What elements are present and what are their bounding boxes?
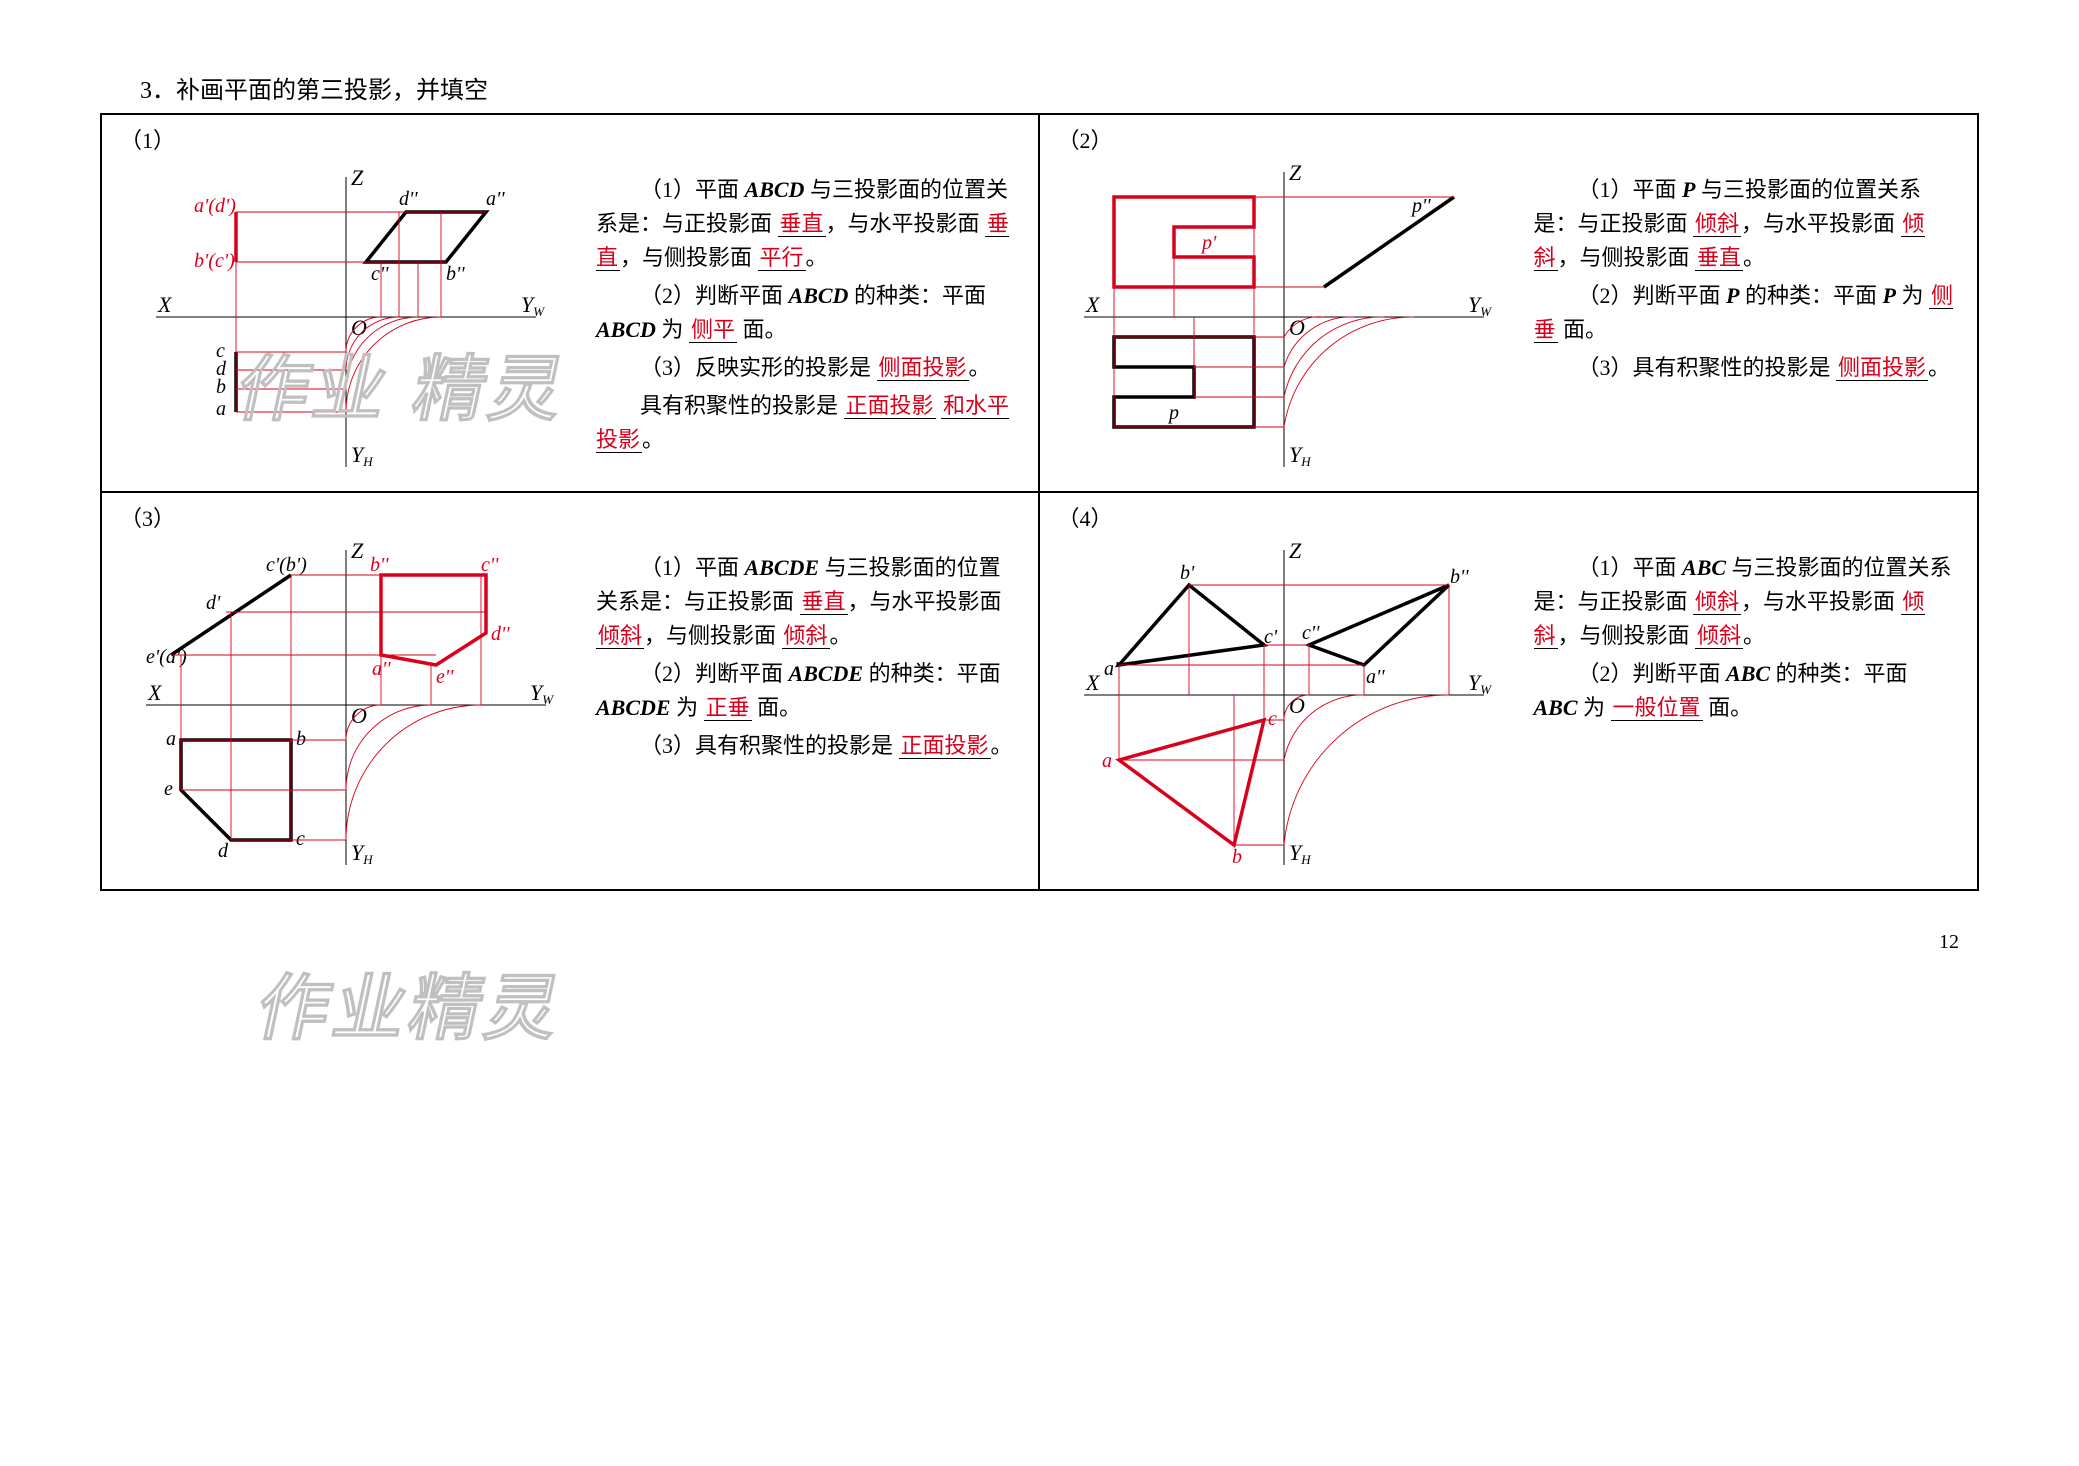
cell-2-text: （1）平面 P 与三投影面的位置关系是：与正投影面 倾斜，与水平投影面 倾斜，与… [1514, 123, 1968, 477]
svg-text:e: e [164, 778, 173, 800]
cell-1: （1） X O YW YH Z a'(d') b'(c') d'' [102, 115, 1040, 493]
svg-text:X: X [157, 292, 173, 317]
svg-text:d'': d'' [491, 623, 510, 645]
svg-text:YW: YW [1468, 670, 1492, 697]
cell-4-text: （1）平面 ABC 与三投影面的位置关系是：与正投影面 倾斜，与水平投影面 倾斜… [1514, 501, 1968, 875]
svg-text:c'': c'' [481, 554, 499, 576]
svg-text:Z: Z [351, 538, 364, 563]
svg-text:b'': b'' [1450, 566, 1469, 588]
svg-text:YH: YH [351, 840, 373, 867]
svg-text:O: O [1289, 693, 1305, 718]
blank: 平行 [758, 245, 806, 271]
svg-text:b: b [1232, 846, 1242, 868]
diagram-1: X O YW YH Z a'(d') b'(c') d'' a'' c'' b'… [116, 157, 576, 477]
blank: 倾斜 [1693, 211, 1741, 237]
cell-1-num: （1） [120, 123, 576, 155]
svg-text:p'': p'' [1410, 195, 1431, 217]
svg-text:b: b [296, 728, 306, 750]
blank: 正面投影 [844, 393, 936, 419]
svg-text:a'': a'' [1366, 666, 1385, 688]
svg-text:d'': d'' [399, 188, 418, 210]
blank: 倾斜 [782, 623, 830, 649]
cell-1-text: （1）平面 ABCD 与三投影面的位置关系是：与正投影面 垂直，与水平投影面 垂… [576, 123, 1028, 477]
svg-text:p': p' [1200, 232, 1217, 254]
svg-text:b'(c'): b'(c') [194, 250, 235, 272]
cell-4-num: （4） [1058, 501, 1514, 533]
blank: 侧平 [689, 317, 737, 343]
cell-3: （3） X O YW YH Z c'(b') d' e'(a') b' [102, 493, 1040, 889]
svg-text:YH: YH [1289, 442, 1311, 469]
svg-text:a'': a'' [486, 188, 505, 210]
svg-text:b': b' [1180, 562, 1195, 584]
cell-3-num: （3） [120, 501, 576, 533]
svg-text:X: X [1085, 670, 1101, 695]
svg-text:YW: YW [530, 680, 554, 707]
svg-text:Z: Z [351, 165, 364, 190]
svg-text:b'': b'' [446, 263, 465, 285]
diagram-3: X O YW YH Z c'(b') d' e'(a') b'' c'' d''… [116, 535, 576, 875]
cell-3-text: （1）平面 ABCDE 与三投影面的位置关系是：与正投影面 垂直，与水平投影面 … [576, 501, 1028, 875]
blank: 正垂 [704, 695, 752, 721]
blank: 侧面投影 [1836, 355, 1928, 381]
blank: 正面投影 [899, 733, 991, 759]
cell-4: （4） X O YW YH Z a' b' c' a'' [1040, 493, 1978, 889]
blank: 垂直 [778, 211, 826, 237]
svg-text:X: X [147, 680, 163, 705]
watermark: 作业精灵 [249, 949, 575, 1054]
page-number: 12 [100, 891, 1979, 954]
svg-text:a: a [1102, 750, 1112, 772]
svg-text:YW: YW [1468, 292, 1492, 319]
diagram-2: X O YW YH Z p' p'' p [1054, 157, 1514, 477]
svg-text:e'': e'' [436, 666, 454, 688]
svg-text:p: p [1167, 402, 1179, 424]
blank: 垂直 [1695, 245, 1743, 271]
section-heading: 3．补画平面的第三投影，并填空 [140, 70, 1979, 105]
svg-text:O: O [351, 703, 367, 728]
svg-text:a': a' [1104, 658, 1119, 680]
svg-text:d: d [218, 840, 229, 862]
svg-text:a'': a'' [372, 658, 391, 680]
blank: 垂直 [800, 589, 848, 615]
svg-text:c'': c'' [1302, 622, 1320, 644]
svg-text:O: O [351, 315, 367, 340]
svg-text:a'(d'): a'(d') [194, 195, 236, 217]
svg-text:X: X [1085, 292, 1101, 317]
blank: 侧面投影 [877, 355, 969, 381]
blank: 倾斜 [1693, 589, 1741, 615]
exercise-grid: （1） X O YW YH Z a'(d') b'(c') d'' [100, 113, 1979, 891]
diagram-4: X O YW YH Z a' b' c' a'' b'' c'' [1054, 535, 1514, 875]
cell-2: （2） X O YW YH Z p' p'' [1040, 115, 1978, 493]
svg-text:a: a [166, 728, 176, 750]
svg-text:b: b [216, 376, 226, 398]
blank: 倾斜 [596, 623, 644, 649]
blank: 倾斜 [1695, 623, 1743, 649]
svg-text:Z: Z [1289, 538, 1302, 563]
svg-text:YH: YH [1289, 840, 1311, 867]
svg-text:c: c [1268, 708, 1277, 730]
svg-text:d': d' [206, 592, 221, 614]
svg-text:YW: YW [521, 292, 545, 319]
svg-text:c'': c'' [371, 263, 389, 285]
svg-text:c: c [296, 828, 305, 850]
svg-text:a: a [216, 398, 226, 420]
svg-text:Z: Z [1289, 160, 1302, 185]
svg-text:YH: YH [351, 442, 373, 469]
blank: 一般位置 [1611, 695, 1703, 721]
svg-text:b'': b'' [370, 554, 389, 576]
svg-text:c'(b'): c'(b') [266, 554, 307, 576]
cell-2-num: （2） [1058, 123, 1514, 155]
